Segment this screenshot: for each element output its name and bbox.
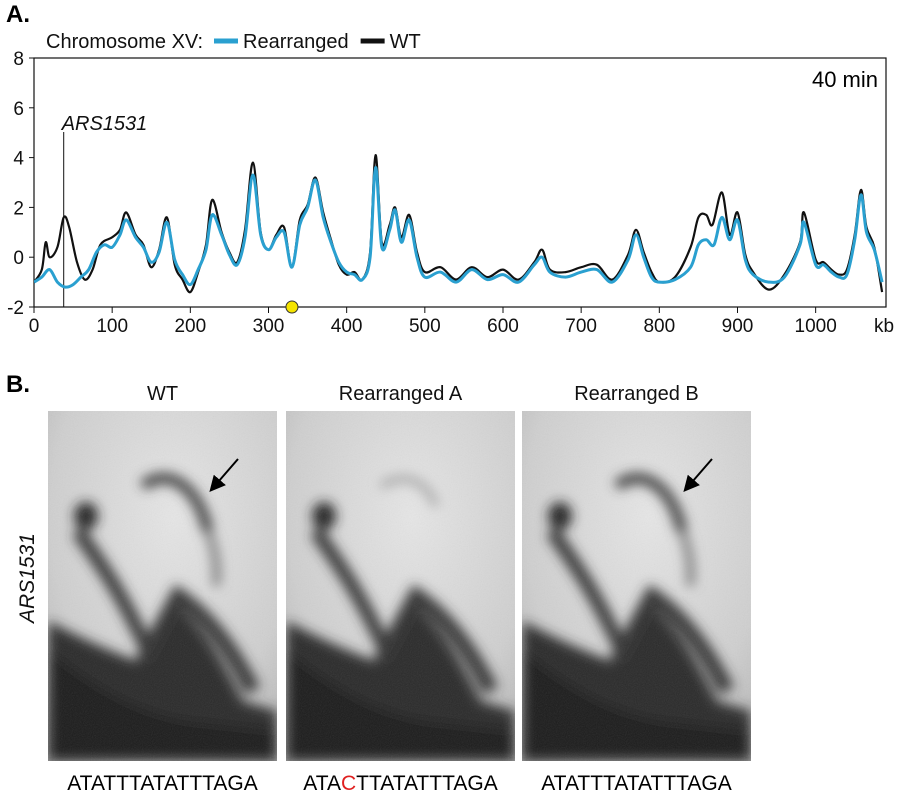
- blot-3: [522, 411, 751, 761]
- y-tick-label: 6: [13, 99, 24, 120]
- x-tick-label: 800: [643, 316, 675, 337]
- legend-label-rearranged: Rearranged: [243, 31, 349, 53]
- x-tick-label: 400: [331, 316, 363, 337]
- side-label: ARS1531: [16, 533, 39, 625]
- x-tick-label: 500: [409, 316, 441, 337]
- series-line-wt: [34, 153, 884, 294]
- panel-b-letter: B.: [6, 371, 30, 398]
- legend: Chromosome XV: Rearranged WT: [46, 31, 421, 53]
- series-line-rearranged: [34, 166, 884, 289]
- y-tick-label: 2: [13, 198, 24, 219]
- blot-title: Rearranged A: [339, 383, 463, 405]
- x-tick-label: 700: [565, 316, 597, 337]
- y-tick-label: 8: [13, 49, 24, 70]
- legend-title: Chromosome XV:: [46, 31, 203, 53]
- ars-annotation: ARS1531: [61, 113, 148, 307]
- x-tick-label: 1000: [795, 316, 837, 337]
- timepoint-label: 40 min: [812, 67, 878, 92]
- y-tick-label: 4: [13, 149, 24, 170]
- x-tick-label: 300: [253, 316, 285, 337]
- arrow-icon: [683, 458, 713, 493]
- blot-1: [48, 411, 277, 761]
- sequence-part: ATA: [303, 772, 341, 795]
- sequence-part: ATATTTATATTTAGA: [67, 772, 258, 795]
- sequence-part: ATATTTATATTTAGA: [541, 772, 732, 795]
- arrow-icon: [209, 458, 239, 493]
- plot-frame: [33, 57, 887, 308]
- blots-group: WT ATATTTATATTTAGA Rearranged A ATACTTATATT…: [48, 383, 751, 795]
- blot-title: WT: [147, 383, 178, 405]
- blot-sequence: ATATTTATATTTAGA: [67, 772, 258, 795]
- blot-sequence: ATATTTATATTTAGA: [541, 772, 732, 795]
- x-tick-label: 600: [487, 316, 519, 337]
- centromere-marker: [285, 300, 299, 314]
- x-tick-label: 200: [174, 316, 206, 337]
- y-tick-label: 0: [13, 248, 24, 269]
- x-tick-label: 0: [29, 316, 40, 337]
- y-tick-label: -2: [7, 298, 24, 319]
- x-tick-label: 900: [722, 316, 754, 337]
- panel-a-letter: A.: [6, 1, 30, 28]
- mutation-base: C: [341, 772, 356, 795]
- ars-label: ARS1531: [61, 113, 148, 135]
- x-tick-label: 100: [96, 316, 128, 337]
- blot-2: [286, 411, 515, 761]
- series-group: [34, 153, 884, 294]
- sequence-part: TTATATTTAGA: [356, 772, 498, 795]
- x-unit-label: kb: [874, 316, 894, 337]
- legend-label-wt: WT: [390, 31, 421, 53]
- blot-title: Rearranged B: [574, 383, 699, 405]
- blot-sequence: ATACTTATATTTAGA: [303, 772, 497, 795]
